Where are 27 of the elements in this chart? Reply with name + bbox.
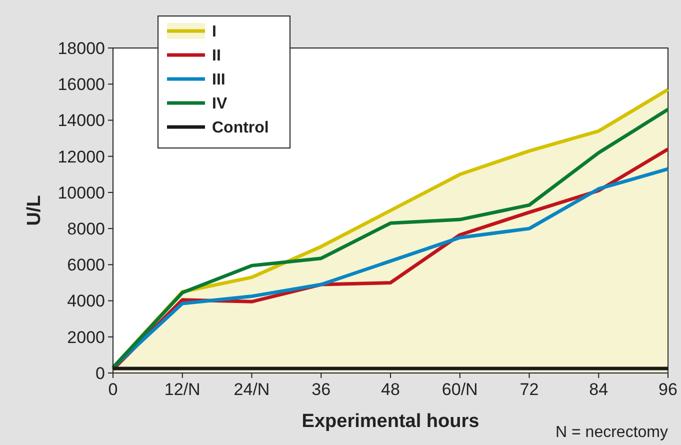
y-axis-title: U/L (24, 194, 45, 226)
x-tick-label: 96 (658, 380, 678, 399)
legend-label: II (212, 48, 221, 65)
legend-label: Control (212, 120, 269, 137)
y-tick-label: 16000 (58, 75, 105, 94)
y-tick-label: 6000 (67, 256, 105, 275)
y-tick-label: 2000 (67, 328, 105, 347)
y-tick-label: 18000 (58, 38, 105, 58)
x-tick-label: 72 (520, 380, 539, 399)
x-tick-label: 12/N (164, 380, 200, 399)
y-tick-label: 8000 (67, 220, 105, 239)
text: N = necrectomy (556, 424, 668, 441)
legend-label: I (212, 24, 216, 41)
legend-label: III (212, 72, 226, 89)
y-tick-label: 12000 (58, 147, 105, 166)
x-tick-label: 60/N (442, 380, 478, 399)
y-tick-label: 14000 (58, 111, 105, 130)
x-tick-label: 48 (381, 380, 400, 399)
legend-label: IV (212, 96, 228, 113)
x-axis-title: Experimental hours (302, 411, 480, 432)
x-tick-label: 0 (108, 380, 118, 399)
x-tick-label: 36 (312, 380, 331, 399)
y-tick-label: 4000 (67, 292, 105, 311)
y-tick-label: 0 (96, 364, 105, 383)
y-tick-label: 10000 (58, 183, 105, 202)
x-tick-label: 24/N (234, 380, 270, 399)
x-tick-label: 84 (589, 380, 608, 399)
